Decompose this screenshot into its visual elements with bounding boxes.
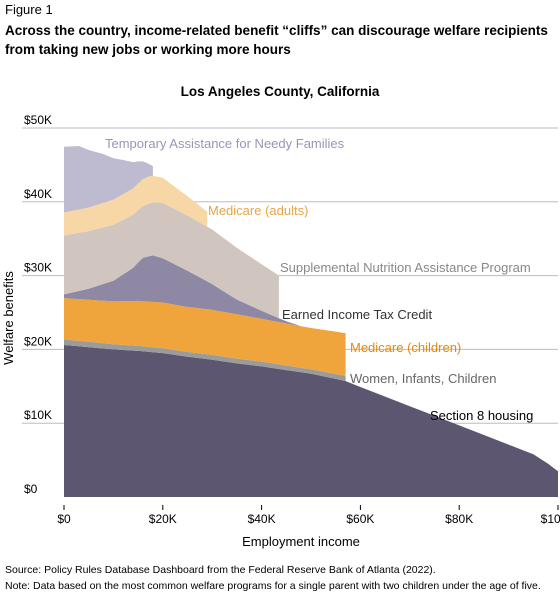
area-medicare-children bbox=[64, 298, 346, 376]
y-tick-label: $40K bbox=[24, 187, 52, 201]
y-tick-label: $50K bbox=[24, 113, 52, 127]
label-medicare-children: Medicare (children) bbox=[350, 340, 461, 355]
x-tick-label: $80K bbox=[445, 512, 473, 526]
area-supplemental-nutrition-assistance-program bbox=[64, 202, 346, 334]
figure-headline: Across the country, income-related benef… bbox=[5, 23, 548, 57]
area-temporary-assistance-for-needy-families bbox=[64, 146, 346, 334]
area-section-8-housing bbox=[64, 345, 558, 497]
methodology-note: Note: Data based on the most common welf… bbox=[5, 580, 541, 592]
x-tick-label: $20K bbox=[149, 512, 177, 526]
x-tick-label: $100K bbox=[541, 512, 560, 526]
x-tick-label: $40K bbox=[248, 512, 276, 526]
label-women-infants-children: Women, Infants, Children bbox=[350, 371, 496, 386]
axes: $0 $10K $20K $30K $40K $50K $0 $20K $40K $60K $80K… bbox=[1, 113, 560, 549]
y-tick-label: $0 bbox=[24, 482, 38, 496]
series-labels: Section 8 housing Women, Infants, Childre… bbox=[105, 136, 533, 423]
y-tick-label: $30K bbox=[24, 261, 52, 275]
area-women-infants-children bbox=[64, 339, 346, 382]
x-tick-label: $0 bbox=[57, 512, 71, 526]
label-supplemental-nutrition-assistance-program: Supplemental Nutrition Assistance Progra… bbox=[280, 260, 531, 275]
x-axis-title: Employment income bbox=[242, 534, 360, 549]
label-section-8-housing: Section 8 housing bbox=[430, 408, 533, 423]
label-temporary-assistance-for-needy-families: Temporary Assistance for Needy Families bbox=[105, 136, 345, 151]
y-tick-label: $10K bbox=[24, 408, 52, 422]
x-tick-label: $60K bbox=[346, 512, 374, 526]
area-earned-income-tax-credit bbox=[64, 255, 346, 334]
area-layer bbox=[64, 146, 558, 497]
y-axis-title: Welfare benefits bbox=[1, 271, 16, 365]
chart-title: Los Angeles County, California bbox=[180, 84, 380, 99]
figure-label: Figure 1 bbox=[5, 2, 53, 17]
y-tick-label: $20K bbox=[24, 334, 52, 348]
stacked-area-chart: Section 8 housing Women, Infants, Childre… bbox=[1, 113, 560, 549]
source-note: Source: Policy Rules Database Dashboard … bbox=[5, 564, 436, 576]
label-earned-income-tax-credit: Earned Income Tax Credit bbox=[282, 307, 432, 322]
label-medicare-adults: Medicare (adults) bbox=[208, 203, 308, 218]
